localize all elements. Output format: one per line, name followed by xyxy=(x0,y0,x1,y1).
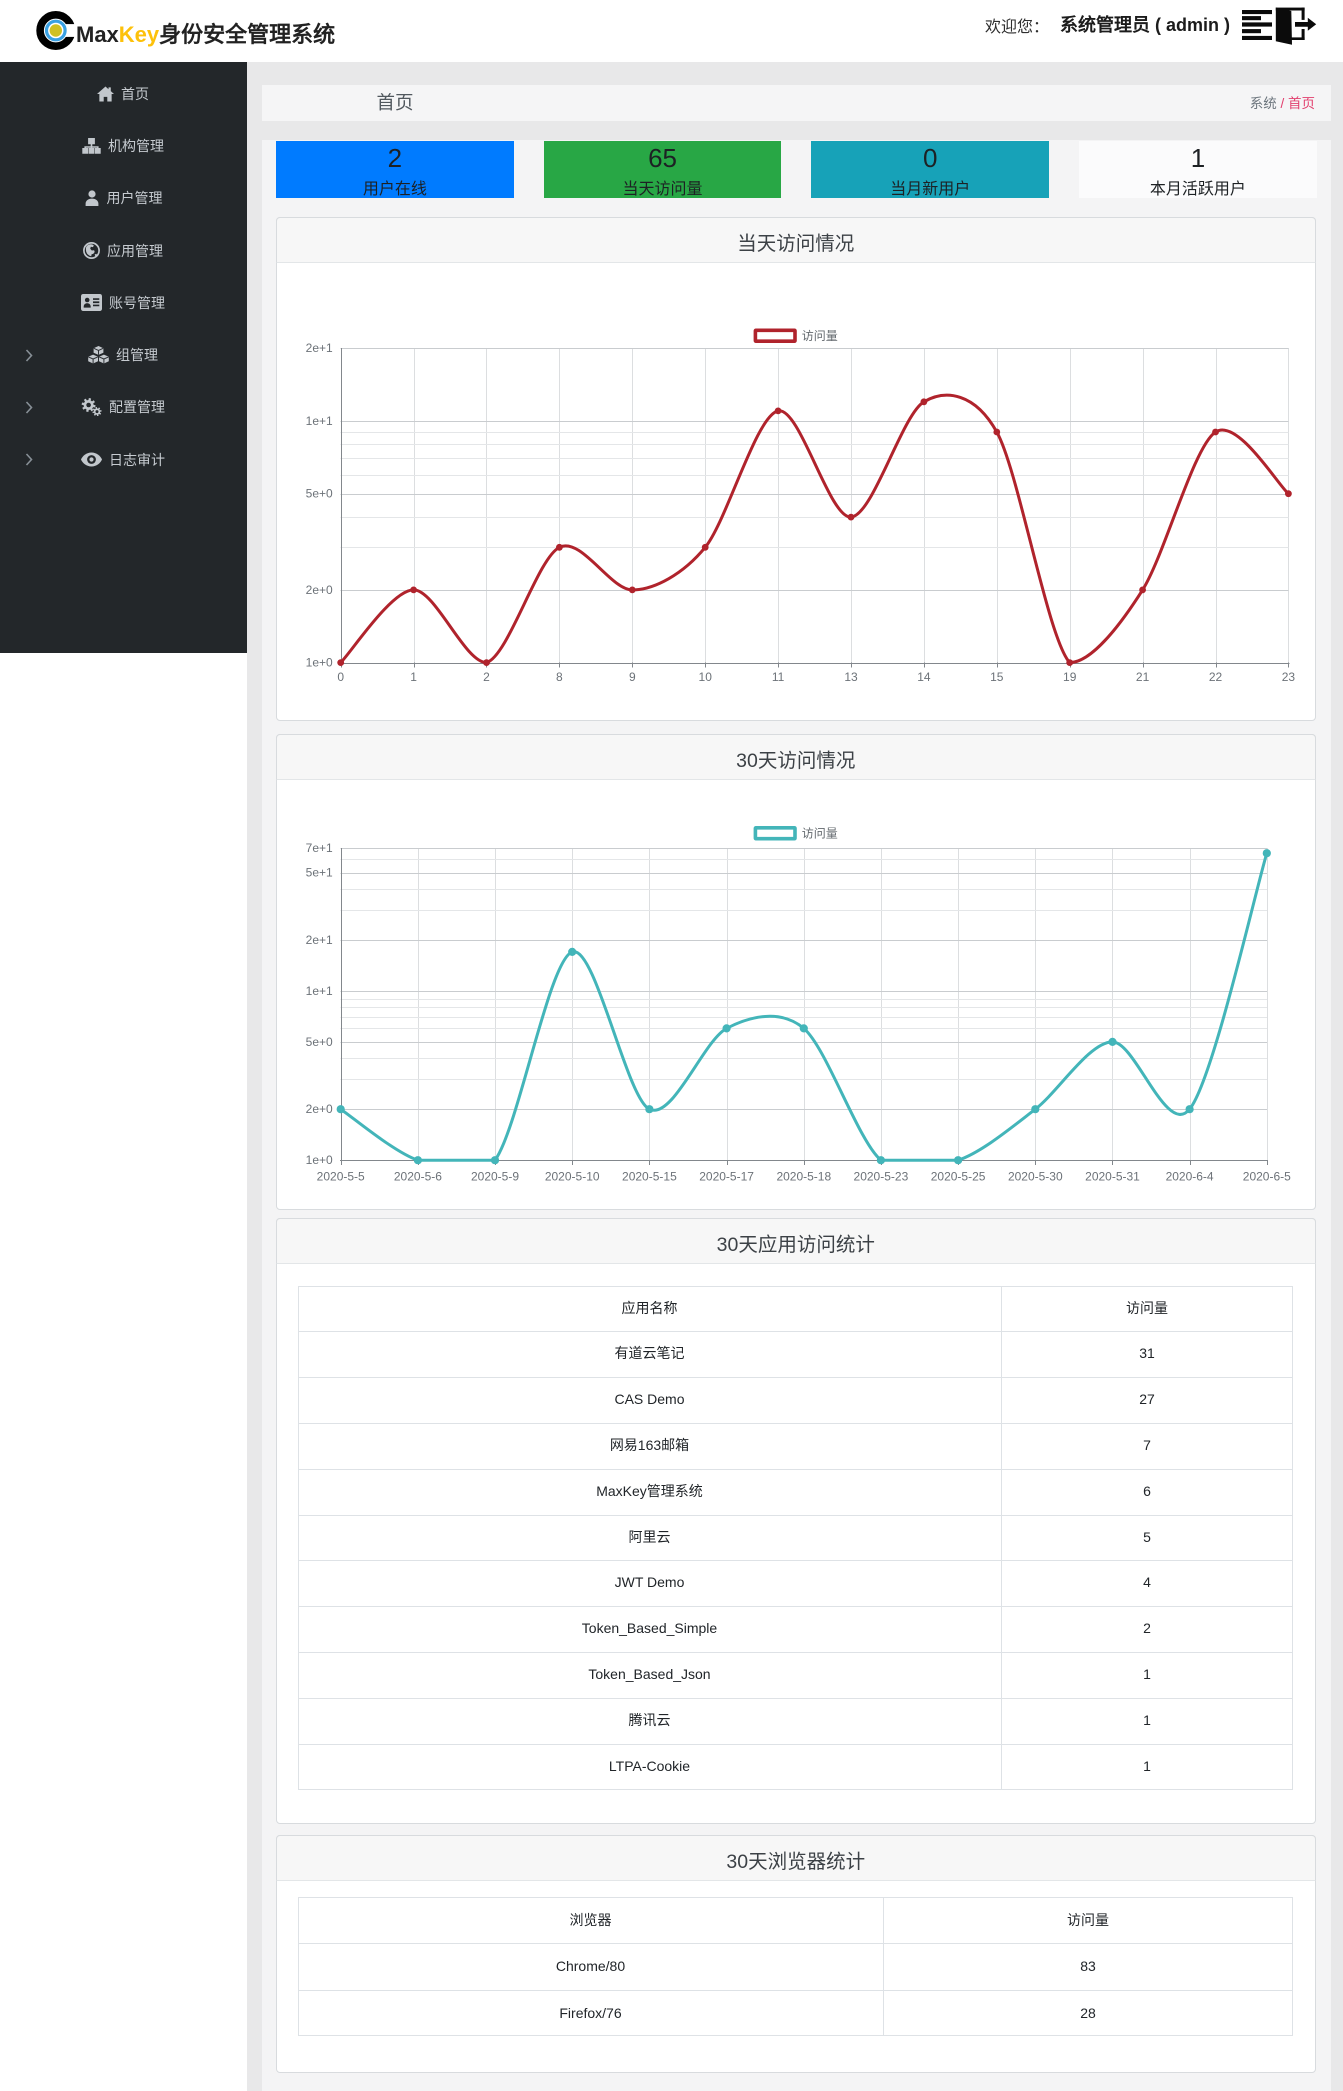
svg-text:1e+0: 1e+0 xyxy=(306,1153,333,1167)
svg-text:7e+1: 7e+1 xyxy=(306,841,333,855)
svg-text:2020-5-18: 2020-5-18 xyxy=(776,1170,831,1184)
svg-text:2020-5-17: 2020-5-17 xyxy=(699,1170,754,1184)
svg-text:2: 2 xyxy=(483,670,490,684)
svg-text:5e+1: 5e+1 xyxy=(306,866,333,880)
svg-text:2020-5-9: 2020-5-9 xyxy=(471,1170,519,1184)
svg-text:2020-5-10: 2020-5-10 xyxy=(545,1170,600,1184)
svg-text:2020-5-25: 2020-5-25 xyxy=(931,1170,986,1184)
svg-text:2020-6-5: 2020-6-5 xyxy=(1243,1170,1291,1184)
svg-text:11: 11 xyxy=(772,670,785,684)
svg-text:5e+0: 5e+0 xyxy=(306,487,333,501)
svg-text:2020-5-30: 2020-5-30 xyxy=(1008,1170,1063,1184)
svg-text:5e+0: 5e+0 xyxy=(306,1035,333,1049)
svg-text:13: 13 xyxy=(844,670,858,684)
svg-text:访问量: 访问量 xyxy=(802,827,838,841)
svg-text:14: 14 xyxy=(917,670,931,684)
svg-text:1: 1 xyxy=(410,670,417,684)
svg-text:1e+1: 1e+1 xyxy=(306,414,333,428)
svg-text:2020-6-4: 2020-6-4 xyxy=(1166,1170,1214,1184)
svg-text:2e+1: 2e+1 xyxy=(306,341,333,355)
svg-text:2020-5-6: 2020-5-6 xyxy=(394,1170,442,1184)
svg-text:1e+0: 1e+0 xyxy=(306,656,333,670)
svg-text:19: 19 xyxy=(1063,670,1077,684)
svg-text:2e+0: 2e+0 xyxy=(306,583,333,597)
svg-text:8: 8 xyxy=(556,670,563,684)
svg-text:15: 15 xyxy=(990,670,1004,684)
svg-text:2020-5-15: 2020-5-15 xyxy=(622,1170,677,1184)
svg-text:2e+1: 2e+1 xyxy=(306,933,333,947)
svg-text:2020-5-31: 2020-5-31 xyxy=(1085,1170,1140,1184)
svg-text:9: 9 xyxy=(629,670,636,684)
svg-text:2e+0: 2e+0 xyxy=(306,1102,333,1116)
svg-text:10: 10 xyxy=(699,670,713,684)
svg-text:访问量: 访问量 xyxy=(802,329,838,343)
svg-text:1e+1: 1e+1 xyxy=(306,984,333,998)
svg-text:21: 21 xyxy=(1136,670,1150,684)
svg-text:22: 22 xyxy=(1209,670,1223,684)
svg-text:23: 23 xyxy=(1282,670,1296,684)
svg-text:2020-5-5: 2020-5-5 xyxy=(317,1170,365,1184)
svg-text:0: 0 xyxy=(337,670,344,684)
svg-text:2020-5-23: 2020-5-23 xyxy=(854,1170,909,1184)
